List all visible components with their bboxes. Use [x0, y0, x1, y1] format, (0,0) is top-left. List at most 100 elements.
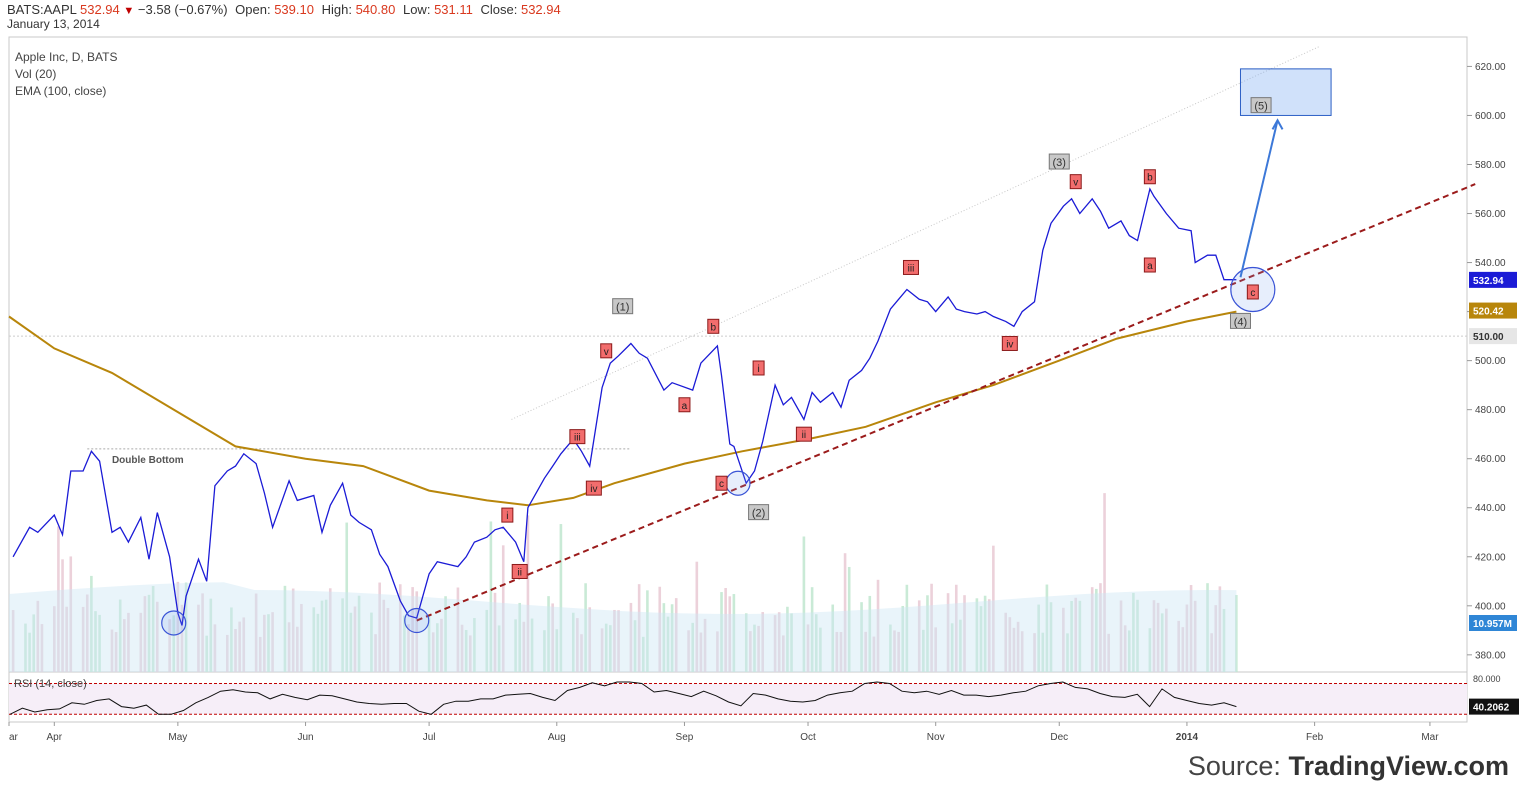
- volume-bar: [440, 618, 443, 672]
- legend-ema: EMA (100, close): [15, 84, 107, 98]
- volume-bar: [959, 619, 962, 672]
- volume-bar: [987, 599, 991, 672]
- volume-bar: [547, 596, 550, 672]
- volume-bar: [98, 614, 101, 672]
- rsi-band-fill: [9, 683, 1467, 715]
- volume-bar: [81, 606, 85, 672]
- volume-bar: [860, 602, 863, 672]
- wave-label-box: [600, 343, 613, 359]
- volume-bar: [139, 612, 143, 672]
- volume-bar: [917, 600, 921, 672]
- volume-bar: [893, 630, 896, 672]
- volume-bar: [604, 623, 608, 672]
- volume-bar: [629, 602, 633, 672]
- volume-bar: [370, 612, 373, 672]
- volume-bar: [1107, 633, 1110, 672]
- volume-bar: [580, 634, 583, 672]
- study-legend: Apple Inc, D, BATS Vol (20) EMA (100, cl…: [15, 49, 118, 100]
- last-price: 532.94: [80, 2, 120, 17]
- y-tick-label: 580.00: [1475, 160, 1506, 171]
- volume-bar: [670, 604, 674, 672]
- volume-bar: [806, 624, 810, 672]
- volume-bar: [777, 612, 781, 672]
- volume-bar: [1136, 599, 1139, 672]
- rsi-tick-label: 80.000: [1473, 674, 1501, 684]
- volume-bar: [230, 607, 233, 672]
- target-arrow: [1239, 120, 1279, 278]
- volume-bar: [905, 584, 909, 672]
- volume-bar: [1123, 625, 1127, 672]
- volume-bar: [254, 593, 258, 672]
- volume-bar: [530, 618, 534, 672]
- volume-bar: [699, 632, 703, 672]
- volume-bar: [843, 553, 847, 672]
- volume-bar: [456, 587, 460, 672]
- x-tick-label: ar: [9, 732, 19, 743]
- source-prefix: Source:: [1187, 751, 1289, 781]
- volume-bar: [168, 619, 171, 672]
- volume-bar: [1218, 586, 1222, 672]
- volume-bar: [11, 610, 15, 672]
- wave-label: (1): [616, 302, 629, 314]
- wave-label-box: [752, 360, 765, 376]
- volume-bar: [341, 598, 344, 672]
- volume-bar: [127, 612, 130, 672]
- volume-tag-bg: [1469, 615, 1517, 631]
- ema-tag: 520.42: [1473, 307, 1504, 318]
- volume-bar: [403, 615, 406, 672]
- volume-bar: [744, 613, 748, 672]
- volume-bar: [201, 593, 204, 672]
- volume-bar: [489, 521, 493, 672]
- volume-bar: [386, 607, 390, 672]
- volume-bar: [238, 621, 241, 672]
- volume-bar: [427, 614, 431, 672]
- volume-bar: [1037, 604, 1040, 672]
- volume-bar: [398, 584, 402, 672]
- wave-label: ii: [802, 430, 806, 441]
- volume-bar: [316, 613, 320, 672]
- volume-bar: [1062, 607, 1065, 672]
- volume-bar: [407, 624, 410, 672]
- volume-bar: [114, 632, 118, 672]
- y-tick-label: 500.00: [1475, 356, 1506, 367]
- ema-tag-bg: [1469, 302, 1517, 319]
- volume-bar: [847, 566, 851, 672]
- volume-bar: [357, 595, 361, 672]
- x-tick-label: Apr: [47, 732, 63, 743]
- wave-circle: [404, 607, 430, 634]
- wave-label-box: [501, 507, 514, 523]
- y-tick-label: 620.00: [1475, 62, 1506, 73]
- volume-bar: [1004, 612, 1008, 672]
- volume-bar: [889, 624, 892, 672]
- rsi-title: RSI (14, close): [14, 678, 87, 690]
- volume-bar: [1099, 583, 1102, 672]
- volume-bar: [172, 615, 176, 672]
- volume-bar: [786, 606, 789, 672]
- volume-bar: [926, 595, 929, 672]
- volume-bar: [118, 599, 122, 672]
- volume-bar: [963, 595, 966, 672]
- y-tick-label: 460.00: [1475, 454, 1506, 465]
- volume-bar: [588, 607, 592, 672]
- volume-bar: [1016, 621, 1020, 672]
- wave-label: a: [682, 401, 688, 412]
- volume-bar: [703, 618, 707, 672]
- volume-bar: [436, 623, 439, 672]
- volume-bar: [674, 598, 678, 672]
- volume-bar: [1156, 602, 1160, 672]
- price-line: [12, 187, 1237, 626]
- volume-bar: [1214, 605, 1218, 672]
- volume-bar: [518, 602, 522, 672]
- volume-bar: [839, 632, 843, 672]
- wave-label: iii: [908, 263, 915, 274]
- source-credit: Source: TradingView.com: [1188, 751, 1509, 782]
- x-tick-label: Sep: [676, 732, 694, 743]
- volume-bar: [922, 629, 925, 672]
- volume-bar: [147, 594, 151, 672]
- volume-bar: [1070, 600, 1073, 672]
- volume-bar: [1012, 627, 1016, 672]
- volume-bar: [324, 599, 328, 672]
- volume-bar: [814, 614, 818, 672]
- volume-bar: [526, 515, 530, 672]
